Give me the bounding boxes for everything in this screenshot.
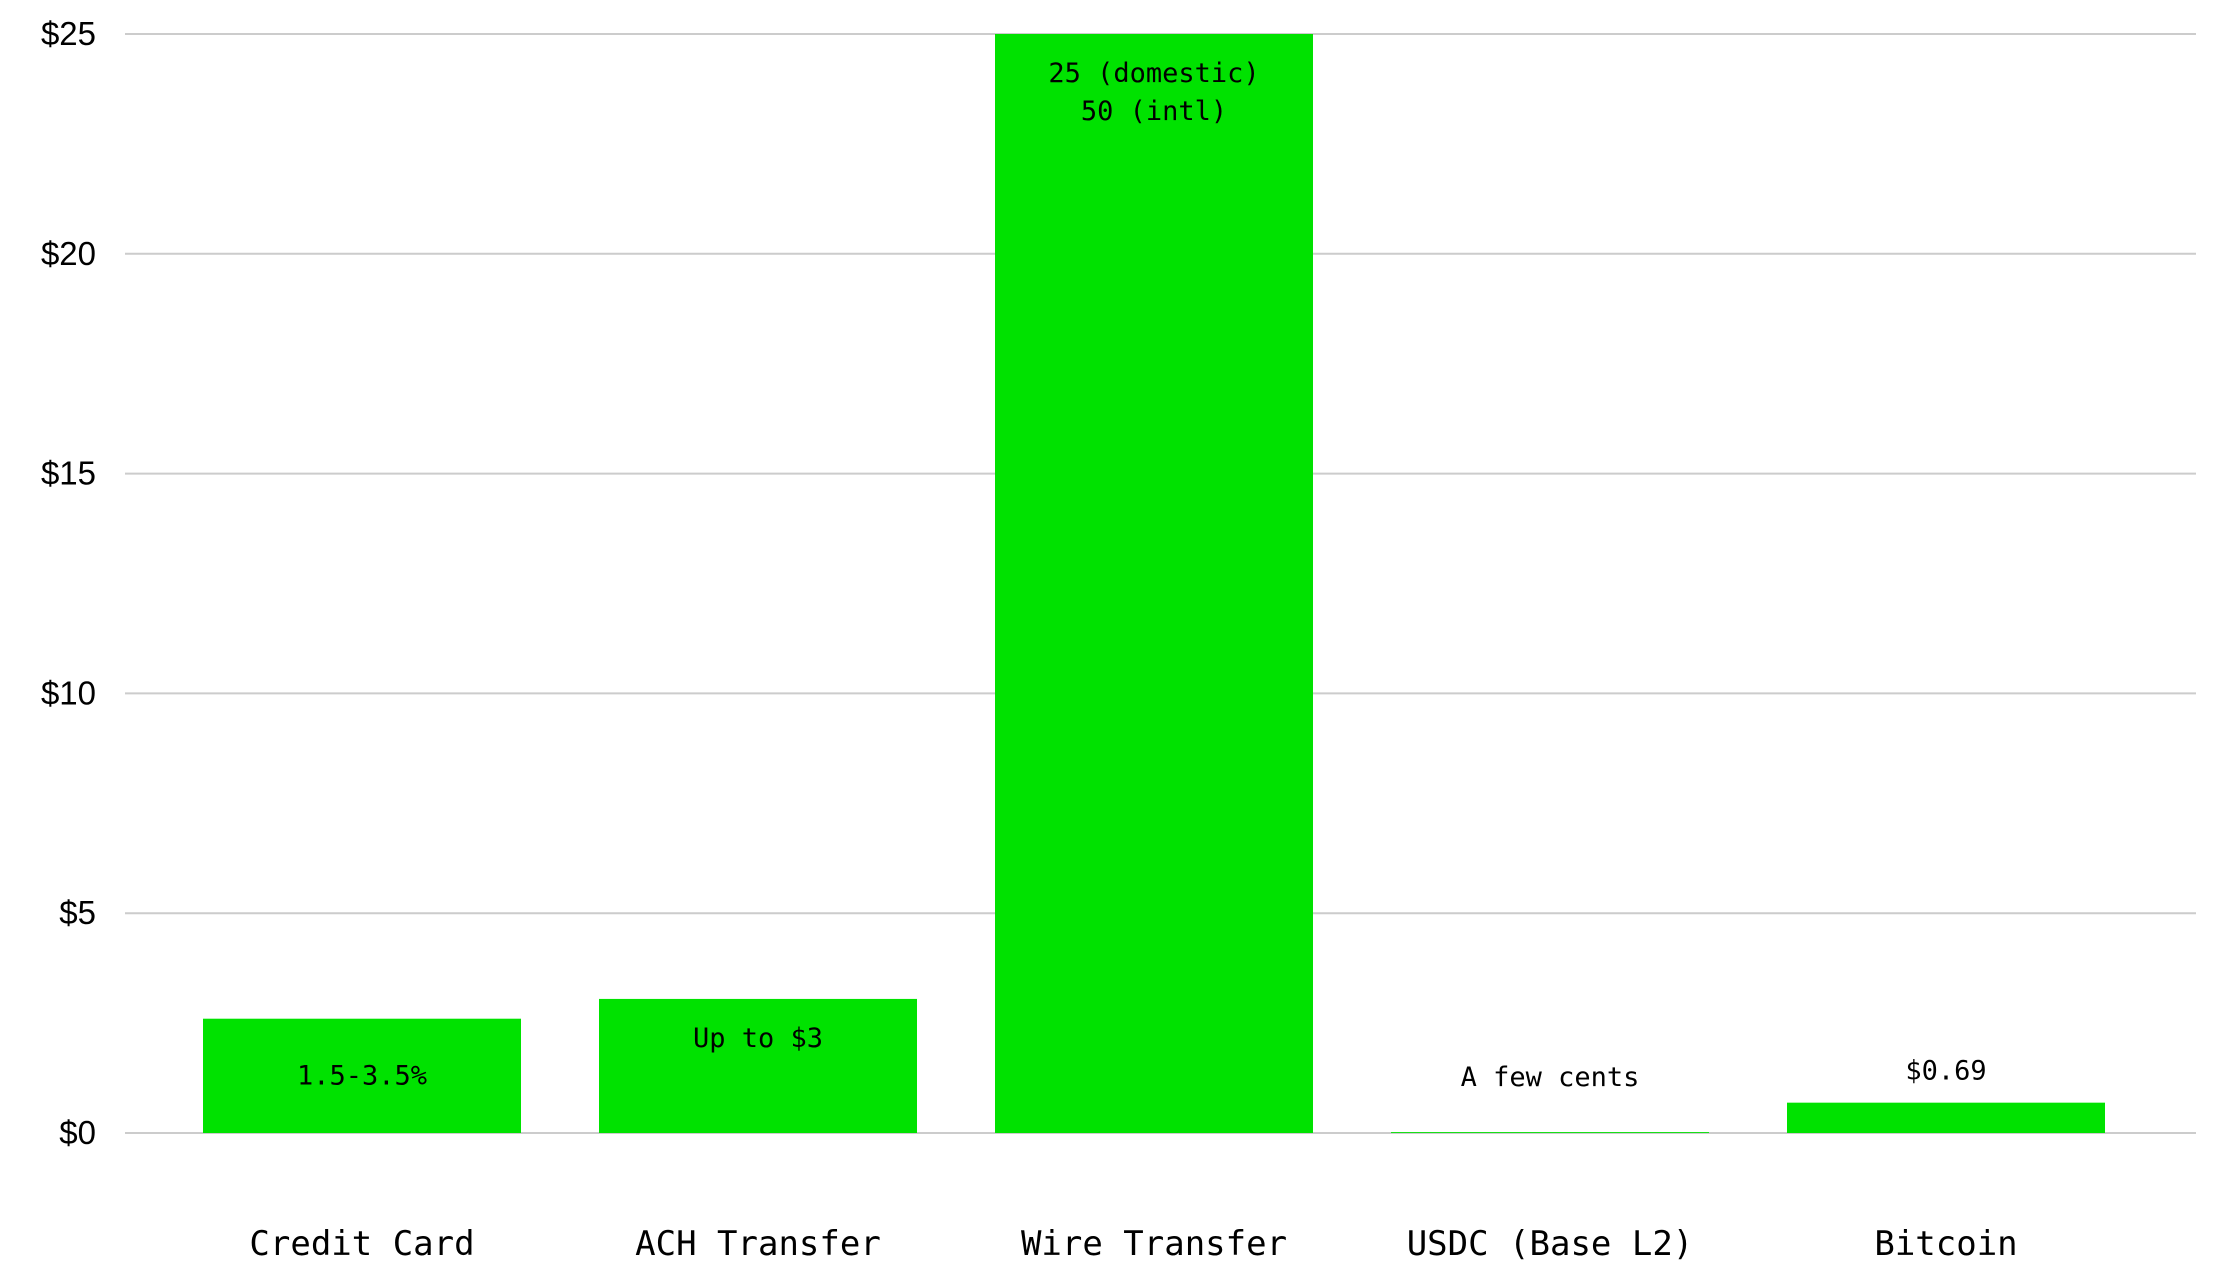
x-axis-tick-labels: Credit Card ACH Transfer Wire Transfer USDC…: [249, 1224, 2017, 1264]
data-label: 50 (intl): [1081, 96, 1227, 127]
bar: [599, 998, 917, 1133]
data-labels: 1.5-3.5% Up to $3 25 (domestic) 50 (intl) A …: [297, 58, 1987, 1093]
y-tick-label: $0: [59, 1114, 96, 1151]
bar: [1391, 1132, 1709, 1133]
data-label: A few cents: [1461, 1062, 1640, 1093]
x-tick-label: Credit Card: [249, 1224, 474, 1264]
y-axis-tick-labels: $0 $5 $10 $15 $20 $25: [41, 15, 96, 1151]
x-tick-label: ACH Transfer: [635, 1224, 881, 1264]
data-label: 25 (domestic): [1048, 58, 1259, 89]
y-tick-label: $20: [41, 235, 96, 272]
bars: [203, 34, 2105, 1133]
bar: [995, 34, 1313, 1133]
y-tick-label: $5: [59, 894, 96, 931]
bar: [1787, 1102, 2105, 1133]
data-label: 1.5-3.5%: [297, 1061, 427, 1092]
data-label: $0.69: [1905, 1056, 1986, 1087]
bar: [203, 1018, 521, 1133]
data-label: Up to $3: [693, 1023, 823, 1054]
y-tick-label: $10: [41, 674, 96, 711]
x-tick-label: USDC (Base L2): [1407, 1224, 1694, 1264]
x-tick-label: Wire Transfer: [1021, 1224, 1287, 1264]
y-tick-label: $25: [41, 15, 96, 52]
x-tick-label: Bitcoin: [1874, 1224, 2017, 1264]
y-tick-label: $15: [41, 455, 96, 492]
